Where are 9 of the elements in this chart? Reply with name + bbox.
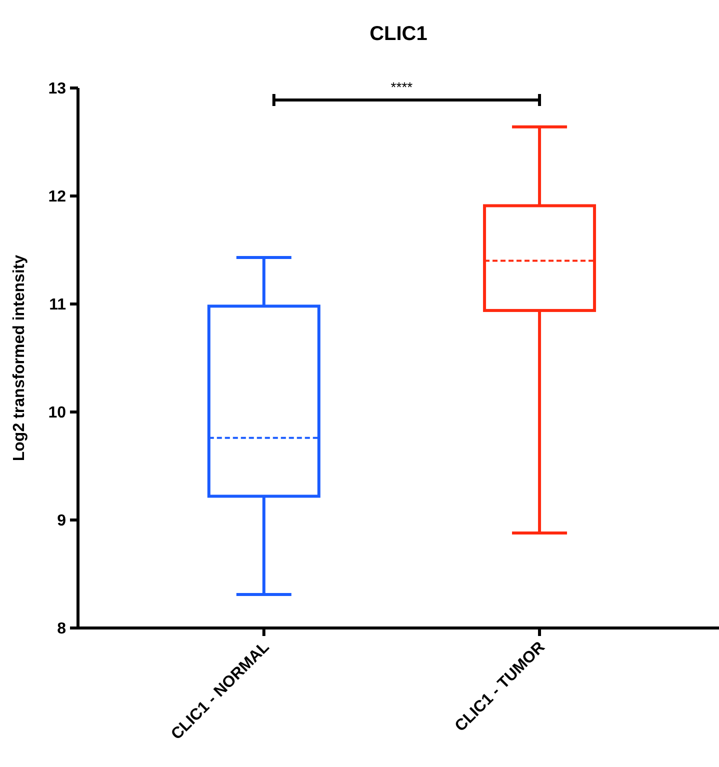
y-tick-label: 11: [49, 296, 66, 314]
annotation: ****: [390, 79, 414, 95]
y-axis-title: Log2 transformed intensity: [11, 254, 28, 462]
y-tick-label: 10: [48, 404, 66, 422]
y-tick-label: 12: [48, 188, 66, 206]
chart-title: CLIC1: [370, 23, 428, 45]
y-tick-label: 13: [48, 80, 66, 98]
y-tick-label: 9: [57, 512, 66, 530]
y-tick-label: 8: [57, 620, 66, 638]
